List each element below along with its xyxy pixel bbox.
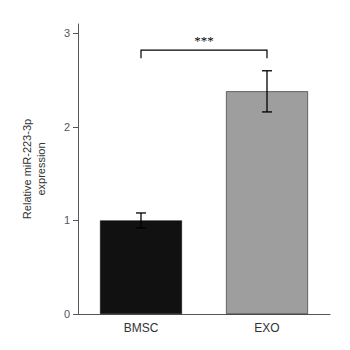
svg-text:2: 2 [64,121,70,133]
svg-text:0: 0 [64,308,70,320]
svg-text:***: *** [194,33,214,48]
svg-text:3: 3 [64,27,70,39]
svg-text:1: 1 [64,214,70,226]
svg-text:BMSC: BMSC [124,321,159,335]
svg-text:EXO: EXO [254,321,279,335]
svg-text:expression: expression [35,142,47,195]
svg-text:Relative miR-223-3p: Relative miR-223-3p [21,119,33,219]
